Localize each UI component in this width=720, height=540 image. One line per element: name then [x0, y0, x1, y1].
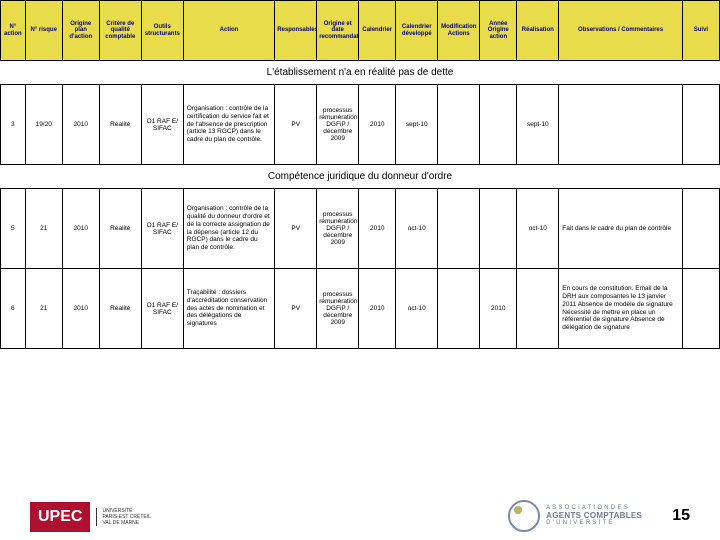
cell: [480, 189, 517, 269]
cell: 21: [25, 269, 62, 349]
footer: UPEC UNIVERSITÉ PARIS-EST CRÉTEIL VAL DE…: [0, 500, 720, 532]
h-cal-dev: Calendrier développé: [396, 1, 438, 61]
h-origine: Origine plan d'action: [62, 1, 99, 61]
cell: [682, 189, 719, 269]
acu-circle-icon: [508, 500, 540, 532]
h-modif: Modification Actions: [438, 1, 480, 61]
h-obs: Observations / Commentaires: [559, 1, 683, 61]
upec-sub: UNIVERSITÉ PARIS-EST CRÉTEIL VAL DE MARN…: [96, 508, 150, 526]
cell: oct-10: [396, 269, 438, 349]
h-action: Action: [183, 1, 274, 61]
h-origine-date: Origine et date recommandation: [317, 1, 359, 61]
cell: [438, 269, 480, 349]
cell-obs: [559, 85, 683, 165]
upec-logo: UPEC UNIVERSITÉ PARIS-EST CRÉTEIL VAL DE…: [30, 502, 151, 532]
h-num-risque: N° risque: [25, 1, 62, 61]
cell: 19/20: [25, 85, 62, 165]
cell-action: Organisation : contrôle de la qualité du…: [183, 189, 274, 269]
section-title-1: L'établissement n'a en réalité pas de de…: [1, 61, 720, 85]
cell: 21: [25, 189, 62, 269]
cell: Réalité: [99, 85, 141, 165]
cell: O1 RAF E/ SIFAC: [141, 189, 183, 269]
upec-mark: UPEC: [30, 502, 90, 532]
cell: 2010: [62, 189, 99, 269]
cell: sept-10: [517, 85, 559, 165]
cell: [517, 269, 559, 349]
section-row-2: Compétence juridique du donneur d'ordre: [1, 165, 720, 189]
h-annee: Année Origine action: [480, 1, 517, 61]
header-row: N° action N° risque Origine plan d'actio…: [1, 1, 720, 61]
h-resp: Responsables: [275, 1, 317, 61]
cell: sept-10: [396, 85, 438, 165]
cell: Réalité: [99, 189, 141, 269]
cell: 2010: [359, 85, 396, 165]
h-num-action: N° action: [1, 1, 26, 61]
table-row: 6 21 2010 Réalité O1 RAF E/ SIFAC Traçab…: [1, 269, 720, 349]
cell-action: Traçabilité : dossiers d'accréditation c…: [183, 269, 274, 349]
cell: 2010: [359, 189, 396, 269]
cell: 2010: [480, 269, 517, 349]
cell-obs: Fait dans le cadre du plan de contrôle: [559, 189, 683, 269]
h-outils: Outils structurants: [141, 1, 183, 61]
h-critere: Critère de qualité comptable: [99, 1, 141, 61]
cell: PV: [275, 85, 317, 165]
cell: processus rémunération DGFiP / décembre …: [317, 189, 359, 269]
cell: 6: [1, 269, 26, 349]
acu-line3: D ' U N I V E R S I T É: [546, 520, 642, 527]
cell: 2010: [62, 269, 99, 349]
cell-action: Organisation : contrôle de la certificat…: [183, 85, 274, 165]
acu-text: A S S O C I A T I O N D E S AGENTS COMPT…: [546, 505, 642, 527]
cell: 3: [1, 85, 26, 165]
cell: 2010: [359, 269, 396, 349]
cell: 2010: [62, 85, 99, 165]
cell: [438, 85, 480, 165]
cell: processus rémunération DGFiP / décembre …: [317, 85, 359, 165]
section-row-1: L'établissement n'a en réalité pas de de…: [1, 61, 720, 85]
cell: 5: [1, 189, 26, 269]
h-realisation: Réalisation: [517, 1, 559, 61]
audit-table: N° action N° risque Origine plan d'actio…: [0, 0, 720, 349]
cell-obs: En cours de constitution. Email de la DR…: [559, 269, 683, 349]
cell: O1 RAF E/ SIFAC: [141, 269, 183, 349]
cell: oct-10: [517, 189, 559, 269]
cell: [682, 269, 719, 349]
table-row: 3 19/20 2010 Réalité O1 RAF E/ SIFAC Org…: [1, 85, 720, 165]
cell: O1 RAF E/ SIFAC: [141, 85, 183, 165]
cell: PV: [275, 189, 317, 269]
cell: [480, 85, 517, 165]
section-title-2: Compétence juridique du donneur d'ordre: [1, 165, 720, 189]
cell: PV: [275, 269, 317, 349]
cell: oct-10: [396, 189, 438, 269]
h-suivi: Suivi: [682, 1, 719, 61]
table-row: 5 21 2010 Réalité O1 RAF E/ SIFAC Organi…: [1, 189, 720, 269]
cell: [438, 189, 480, 269]
cell: Réalité: [99, 269, 141, 349]
cell: processus rémunération DGFiP / décembre …: [317, 269, 359, 349]
cell: [682, 85, 719, 165]
h-calendrier: Calendrier: [359, 1, 396, 61]
page-number: 15: [672, 507, 690, 525]
acu-logo: A S S O C I A T I O N D E S AGENTS COMPT…: [508, 500, 642, 532]
